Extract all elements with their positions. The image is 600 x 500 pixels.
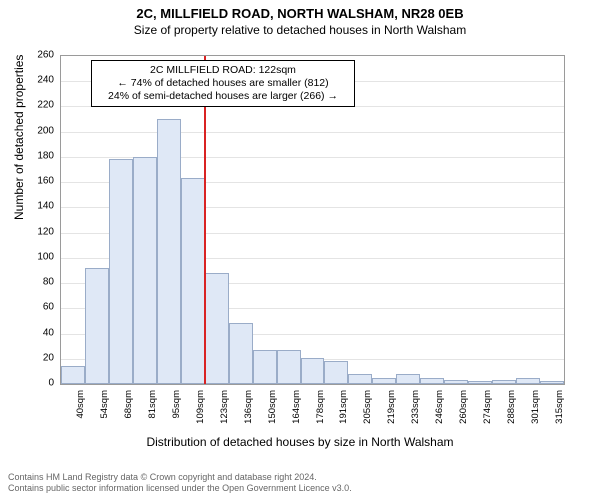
x-tick-label: 136sqm xyxy=(243,390,254,424)
x-tick-label: 40sqm xyxy=(75,390,86,419)
histogram-bar xyxy=(277,350,301,384)
histogram-bar xyxy=(181,178,205,384)
x-tick-label: 191sqm xyxy=(338,390,349,424)
y-tick-label: 180 xyxy=(22,150,54,161)
histogram-bar xyxy=(229,323,253,384)
x-tick-label: 123sqm xyxy=(219,390,230,424)
histogram-bar xyxy=(253,350,277,384)
histogram-bar xyxy=(133,157,157,384)
footer-line1: Contains HM Land Registry data © Crown c… xyxy=(8,472,352,483)
x-tick-label: 109sqm xyxy=(195,390,206,424)
y-tick-label: 100 xyxy=(22,251,54,262)
histogram-bar xyxy=(468,381,492,384)
histogram-bar xyxy=(348,374,372,384)
chart-title: 2C, MILLFIELD ROAD, NORTH WALSHAM, NR28 … xyxy=(0,6,600,21)
y-tick-label: 260 xyxy=(22,50,54,61)
histogram-bar xyxy=(540,381,564,384)
x-tick-label: 164sqm xyxy=(291,390,302,424)
histogram-bar xyxy=(61,366,85,384)
histogram-bar xyxy=(324,361,348,384)
histogram-bar xyxy=(492,380,516,384)
y-tick-label: 220 xyxy=(22,100,54,111)
annotation-line3: 24% of semi-detached houses are larger (… xyxy=(98,90,348,103)
x-tick-label: 95sqm xyxy=(171,390,182,419)
x-tick-label: 150sqm xyxy=(267,390,278,424)
x-axis-label: Distribution of detached houses by size … xyxy=(0,435,600,449)
histogram-bar xyxy=(516,378,540,384)
x-tick-label: 233sqm xyxy=(410,390,421,424)
histogram-bar xyxy=(85,268,109,384)
gridline xyxy=(61,132,564,133)
histogram-bar xyxy=(301,358,325,384)
x-tick-label: 205sqm xyxy=(362,390,373,424)
chart-subtitle: Size of property relative to detached ho… xyxy=(0,23,600,37)
y-tick-label: 0 xyxy=(22,378,54,389)
y-tick-label: 200 xyxy=(22,125,54,136)
y-tick-label: 40 xyxy=(22,327,54,338)
y-tick-label: 80 xyxy=(22,277,54,288)
plot-area: 2C MILLFIELD ROAD: 122sqm← 74% of detach… xyxy=(60,55,565,385)
footer: Contains HM Land Registry data © Crown c… xyxy=(8,472,352,495)
annotation-line2: ← 74% of detached houses are smaller (81… xyxy=(98,77,348,90)
titles-block: 2C, MILLFIELD ROAD, NORTH WALSHAM, NR28 … xyxy=(0,0,600,37)
x-tick-label: 81sqm xyxy=(147,390,158,419)
histogram-bar xyxy=(444,380,468,384)
annotation-box: 2C MILLFIELD ROAD: 122sqm← 74% of detach… xyxy=(91,60,355,107)
x-tick-label: 274sqm xyxy=(482,390,493,424)
y-tick-label: 140 xyxy=(22,201,54,212)
x-tick-label: 301sqm xyxy=(530,390,541,424)
histogram-bar xyxy=(372,378,396,384)
y-tick-label: 160 xyxy=(22,176,54,187)
y-tick-label: 120 xyxy=(22,226,54,237)
histogram-bar xyxy=(396,374,420,384)
footer-line2: Contains public sector information licen… xyxy=(8,483,352,494)
histogram-bar xyxy=(205,273,229,384)
x-tick-label: 288sqm xyxy=(506,390,517,424)
x-tick-label: 54sqm xyxy=(99,390,110,419)
chart-container: 2C, MILLFIELD ROAD, NORTH WALSHAM, NR28 … xyxy=(0,0,600,500)
histogram-bar xyxy=(157,119,181,384)
x-tick-label: 246sqm xyxy=(434,390,445,424)
annotation-title: 2C MILLFIELD ROAD: 122sqm xyxy=(98,64,348,77)
y-tick-label: 20 xyxy=(22,352,54,363)
y-tick-label: 240 xyxy=(22,75,54,86)
y-tick-label: 60 xyxy=(22,302,54,313)
x-tick-label: 68sqm xyxy=(123,390,134,419)
x-tick-label: 260sqm xyxy=(458,390,469,424)
x-tick-label: 315sqm xyxy=(554,390,565,424)
histogram-bar xyxy=(420,378,444,384)
x-tick-label: 219sqm xyxy=(386,390,397,424)
histogram-bar xyxy=(109,159,133,384)
x-tick-label: 178sqm xyxy=(315,390,326,424)
